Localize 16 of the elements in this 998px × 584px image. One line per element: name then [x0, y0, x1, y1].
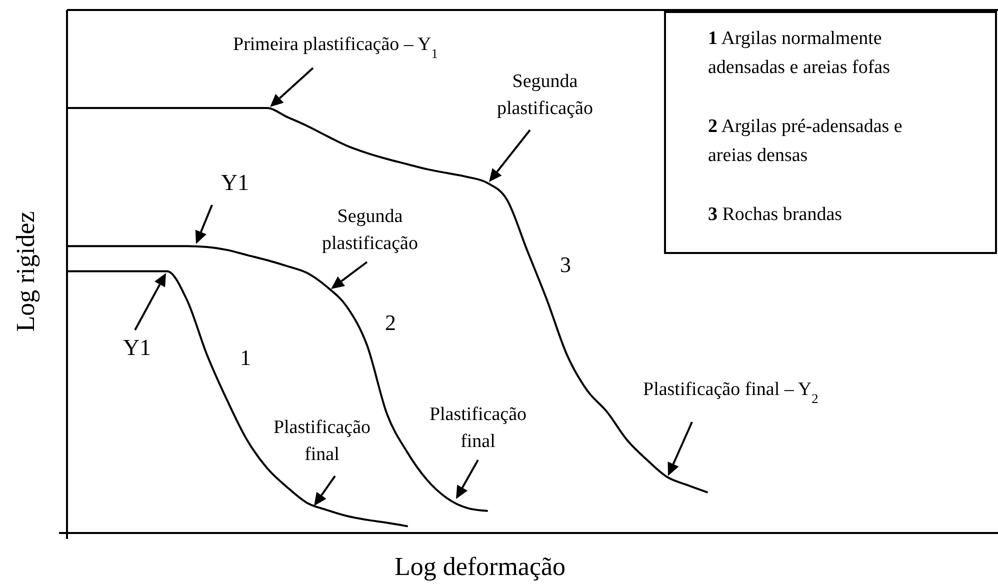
annotation: Plastificação final — [273, 417, 371, 465]
series-label: 3 — [560, 252, 571, 277]
annotation: 2 Argilas pré-adensadas e areias densas — [708, 116, 902, 166]
text: Primeira plastificação – Y$_{1}$ — [233, 34, 438, 60]
series-label: 1 — [240, 345, 251, 370]
annotation: Segunda plastificação — [322, 206, 418, 254]
annotation: Plastificação final – Y$_{2}$ — [643, 379, 818, 406]
text: 1 Argilas normalmente adensadas e areias fofas — [708, 28, 890, 78]
annotation: Plastificação final — [429, 404, 527, 452]
y-axis-title: Log rigidez — [11, 211, 40, 332]
x-axis-title: Log deformação — [394, 552, 566, 581]
annotation: Y1 — [220, 170, 250, 195]
series-label: 2 — [385, 310, 396, 335]
annotation: Segunda plastificação — [496, 71, 594, 119]
annotation: Y1 — [122, 335, 152, 360]
annotation: 3 Rochas brandas — [708, 204, 842, 225]
